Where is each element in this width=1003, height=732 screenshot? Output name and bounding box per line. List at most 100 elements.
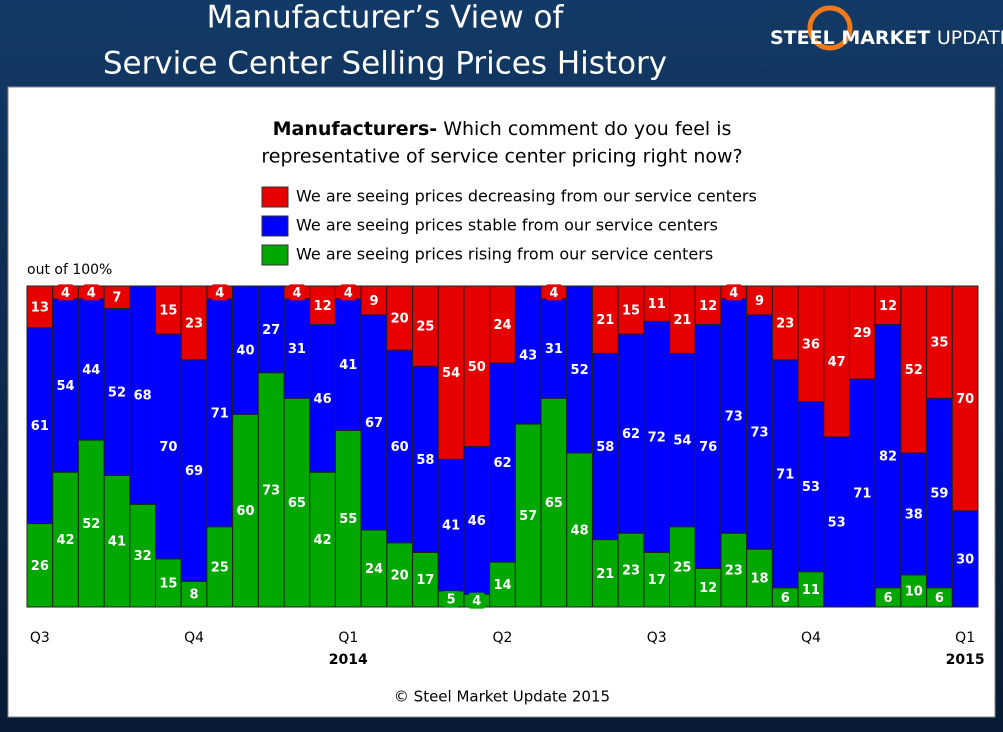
bar-segment [643, 551, 671, 608]
data-label: 55 [339, 512, 357, 527]
data-label: 71 [211, 406, 229, 421]
data-label: 71 [853, 487, 871, 502]
data-label: 42 [314, 533, 332, 548]
bar-segment [617, 333, 645, 534]
bar-segment [848, 378, 876, 608]
bar-segment [566, 285, 593, 454]
data-label: 7 [112, 291, 121, 306]
data-label: 24 [493, 318, 511, 333]
bar-segment [412, 285, 439, 367]
data-label: 67 [365, 416, 383, 431]
bar-segment [823, 436, 850, 608]
logo: STEEL MARKET UPDATE [770, 27, 1003, 49]
data-label: 23 [185, 316, 203, 331]
bar-segment [771, 285, 799, 361]
data-label: 10 [905, 584, 923, 599]
data-label: 23 [622, 564, 640, 579]
slide-title: Manufacturer’s View of [207, 0, 565, 36]
bar-segment [77, 298, 105, 441]
bar-segment [26, 285, 54, 329]
data-label: 40 [236, 344, 254, 359]
data-label: 8 [190, 588, 199, 603]
data-label: 4 [472, 594, 481, 609]
data-label: 70 [159, 440, 177, 455]
data-label: 6 [935, 591, 944, 606]
bar-segment [823, 285, 850, 438]
data-label: 4 [292, 286, 301, 301]
label-badge [443, 590, 460, 607]
data-label: 68 [134, 389, 152, 404]
data-label: 58 [416, 453, 434, 468]
data-label: 18 [750, 572, 768, 587]
bar-segment [180, 359, 208, 582]
data-label: 4 [87, 286, 96, 301]
bar-segment [52, 471, 79, 608]
data-label: 15 [159, 576, 177, 591]
data-label: 17 [648, 573, 666, 588]
data-label: 73 [262, 483, 280, 498]
data-label: 4 [61, 286, 70, 301]
data-label: 4 [215, 286, 224, 301]
label-badge [211, 284, 228, 301]
x-tick-label: Q4 [801, 630, 821, 646]
data-label: 31 [545, 342, 563, 357]
slide-title: Service Center Selling Prices History [103, 46, 667, 82]
x-tick-label: Q3 [647, 630, 667, 646]
bar-segment [720, 298, 748, 534]
data-label: 9 [755, 294, 764, 309]
bar-segment [694, 285, 722, 326]
legend-swatch [261, 215, 289, 237]
data-label: 62 [622, 427, 640, 442]
bar-segment [309, 324, 336, 473]
data-label: 44 [82, 363, 100, 378]
source: © Steel Market Update 2015 [394, 688, 610, 706]
data-label: 24 [365, 562, 383, 577]
legend-label: We are seeing prices stable from our ser… [296, 216, 718, 235]
bar-segment [283, 298, 311, 399]
data-label: 41 [339, 358, 357, 373]
data-label: 61 [31, 419, 49, 434]
bar-segment [206, 298, 234, 528]
legend-label: We are seeing prices decreasing from our… [296, 187, 757, 206]
data-label: 20 [391, 312, 409, 327]
bar-segment [540, 298, 568, 399]
data-label: 41 [442, 519, 460, 534]
bar-segment [489, 561, 516, 608]
data-label: 50 [468, 360, 486, 375]
data-label: 15 [622, 304, 640, 319]
data-label: 59 [930, 487, 948, 502]
data-label: 73 [725, 410, 743, 425]
bar-segment [926, 285, 953, 399]
data-label: 4 [729, 286, 738, 301]
bar-segment [360, 529, 388, 608]
data-label: 46 [314, 392, 332, 407]
bar-segment [643, 285, 671, 322]
x-tick-label: Q1 [955, 630, 975, 646]
bar-segment [52, 298, 79, 473]
bar-segment [232, 413, 259, 608]
data-label: 65 [545, 496, 563, 511]
bar-segment [771, 359, 799, 589]
data-label: 12 [879, 299, 897, 314]
bar-segment [591, 285, 619, 354]
data-label: 4 [549, 286, 558, 301]
data-label: 25 [673, 560, 691, 575]
x-tick-label: Q2 [493, 630, 513, 646]
label-badge [545, 284, 562, 301]
data-label: 52 [905, 363, 923, 378]
data-label: 47 [828, 355, 846, 370]
bar-segment [643, 320, 671, 553]
data-label: 58 [596, 440, 614, 455]
label-badge [83, 284, 100, 301]
data-label: 82 [879, 450, 897, 465]
data-label: 21 [596, 313, 614, 328]
year-label: 2014 [329, 652, 368, 668]
bar-segment [720, 532, 748, 608]
data-label: 14 [493, 578, 511, 593]
x-tick-label: Q1 [338, 630, 358, 646]
bar-segment [283, 397, 311, 608]
data-label: 69 [185, 464, 203, 479]
bar-segment [874, 285, 902, 326]
bar-segment [129, 285, 157, 505]
bar-segment [155, 333, 182, 560]
